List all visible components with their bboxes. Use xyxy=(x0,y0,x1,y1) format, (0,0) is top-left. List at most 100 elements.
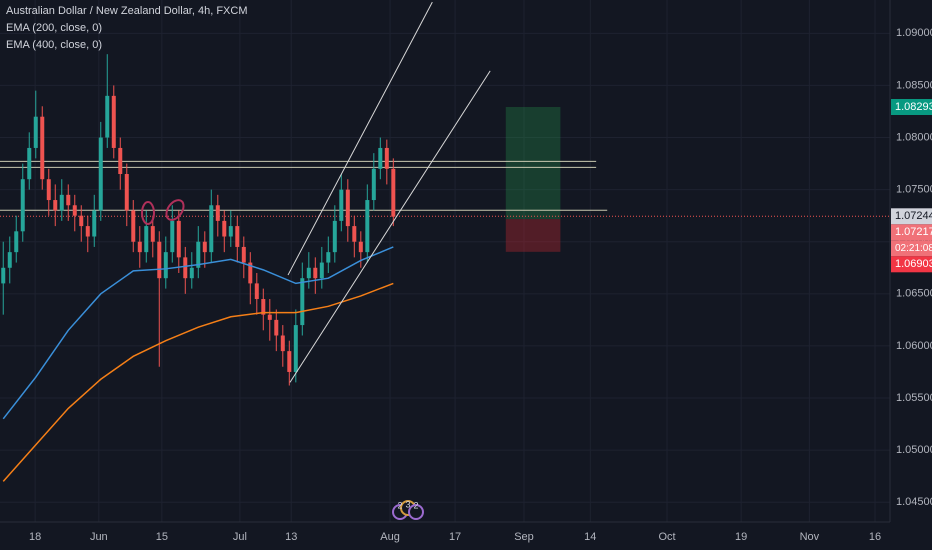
candle-body xyxy=(287,351,292,372)
candle-body xyxy=(280,335,285,352)
x-tick-label: 19 xyxy=(735,531,747,543)
y-tick-label: 1.04500 xyxy=(896,496,932,508)
indicator-label: EMA (400, close, 0) xyxy=(6,39,102,51)
y-tick-label: 1.05000 xyxy=(896,444,932,456)
grid xyxy=(0,0,890,522)
candle-body xyxy=(267,314,272,320)
candle-body xyxy=(59,194,64,211)
candle-body xyxy=(137,241,142,253)
candle-body xyxy=(254,283,259,300)
candle-body xyxy=(339,189,344,221)
candle-body xyxy=(293,325,298,372)
candle-body xyxy=(20,179,25,232)
y-tick-label: 1.06000 xyxy=(896,340,932,352)
candle-body xyxy=(92,210,97,237)
candle-body xyxy=(222,220,227,237)
candle-body xyxy=(111,95,116,148)
candle-body xyxy=(202,241,207,253)
candle-body xyxy=(170,220,175,253)
annotation-ellipse xyxy=(141,201,155,225)
candle-body xyxy=(27,147,32,180)
x-tick-label: Sep xyxy=(514,531,534,543)
event-count: 3 xyxy=(405,499,410,509)
price-label: 1.07244 xyxy=(895,210,932,222)
x-tick-label: 17 xyxy=(449,531,461,543)
candle-body xyxy=(241,246,246,263)
candle-body xyxy=(105,95,110,138)
candle-body xyxy=(378,147,383,169)
countdown-box xyxy=(891,240,932,257)
ema-line xyxy=(2,282,394,482)
candle-body xyxy=(261,299,266,315)
x-tick-label: Aug xyxy=(380,531,400,543)
candle-body xyxy=(176,220,181,258)
candle-body xyxy=(131,210,136,242)
candle-body xyxy=(313,267,318,279)
y-tick-label: 1.05500 xyxy=(896,392,932,404)
candle-body xyxy=(209,205,214,253)
candle-body xyxy=(40,116,45,180)
y-tick-label: 1.07500 xyxy=(896,184,932,196)
y-tick-label: 1.09000 xyxy=(896,27,932,39)
annotation-ellipse xyxy=(165,199,185,221)
price-label-box xyxy=(891,208,932,225)
candle-body xyxy=(118,147,123,174)
event-badge[interactable] xyxy=(408,504,424,520)
ema-line xyxy=(2,246,394,420)
candle-body xyxy=(1,267,6,284)
candle-body xyxy=(85,226,90,237)
x-tick-label: 14 xyxy=(584,531,596,543)
price-label-box xyxy=(891,256,932,273)
candle-body xyxy=(79,215,84,227)
candle-body xyxy=(384,147,389,169)
event-count: 2 xyxy=(413,500,418,510)
candle-body xyxy=(183,257,188,279)
candle-body xyxy=(332,220,337,253)
candle-body xyxy=(248,262,253,284)
events: 2 3 2 xyxy=(392,499,424,520)
candle-body xyxy=(14,231,19,253)
price-label: 1.08293 xyxy=(895,101,932,113)
candle-body xyxy=(215,205,220,221)
price-label: 1.07217 xyxy=(895,226,932,238)
plot xyxy=(0,1,890,482)
candle-body xyxy=(391,168,396,217)
y-tick-label: 1.08500 xyxy=(896,79,932,91)
candle-body xyxy=(228,226,233,237)
y-tick-label: 1.08000 xyxy=(896,131,932,143)
candle-body xyxy=(53,200,58,211)
candle-body xyxy=(365,200,370,253)
candle-body xyxy=(319,262,324,279)
candle-body xyxy=(189,267,194,279)
candle-body xyxy=(150,226,155,242)
price-label-box xyxy=(891,224,932,241)
candle-body xyxy=(124,174,129,211)
trend-line xyxy=(287,1,433,276)
candle-body xyxy=(196,241,201,268)
x-tick-label: Jun xyxy=(90,531,108,543)
candle-body xyxy=(358,241,363,253)
x-tick-label: 18 xyxy=(29,531,41,543)
x-tick-label: 13 xyxy=(285,531,297,543)
candle-body xyxy=(300,278,305,326)
countdown: 02:21:08 xyxy=(895,243,932,254)
position-target xyxy=(505,107,561,220)
x-tick-label: Oct xyxy=(658,531,675,543)
x-tick-label: 15 xyxy=(156,531,168,543)
event-count: 2 xyxy=(397,500,402,510)
candle-body xyxy=(345,189,350,227)
candle-body xyxy=(157,241,162,279)
chart-title: Australian Dollar / New Zealand Dollar, … xyxy=(6,5,247,17)
trend-line xyxy=(289,70,491,383)
price-label-box xyxy=(891,99,932,116)
candle-body xyxy=(326,252,331,263)
x-tick-label: Jul xyxy=(233,531,247,543)
candle-body xyxy=(274,319,279,336)
position-stop xyxy=(505,219,561,252)
candle-body xyxy=(46,179,51,201)
candle-body xyxy=(235,226,240,247)
candle-body xyxy=(98,137,103,211)
